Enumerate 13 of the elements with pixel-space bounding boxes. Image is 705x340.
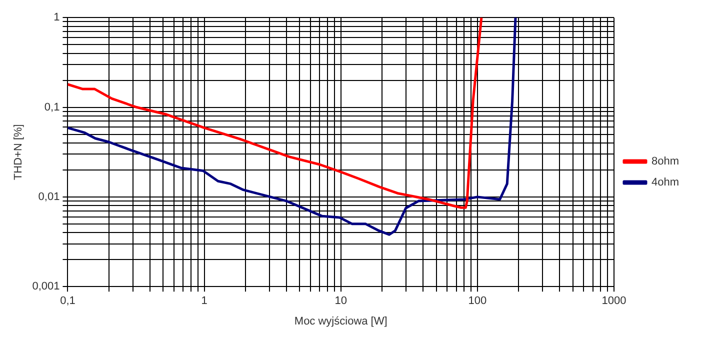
x-tick-label: 100: [468, 295, 487, 308]
x-tick-label: 10: [334, 295, 347, 308]
x-axis-title: Moc wyjściowa [W]: [294, 315, 388, 328]
x-tick-label: 1: [201, 295, 208, 308]
legend-label: 4ohm: [651, 176, 680, 189]
y-tick-label: 0,001: [32, 280, 60, 293]
y-tick-label: 0,01: [38, 190, 60, 203]
y-tick-label: 1: [54, 12, 60, 24]
legend-label: 8ohm: [651, 156, 680, 168]
y-axis-title: THD+N [%]: [12, 124, 25, 180]
y-tick-label: 0,1: [44, 101, 60, 114]
x-tick-label: 1000: [602, 295, 626, 308]
x-tick-label: 0,1: [60, 295, 76, 308]
